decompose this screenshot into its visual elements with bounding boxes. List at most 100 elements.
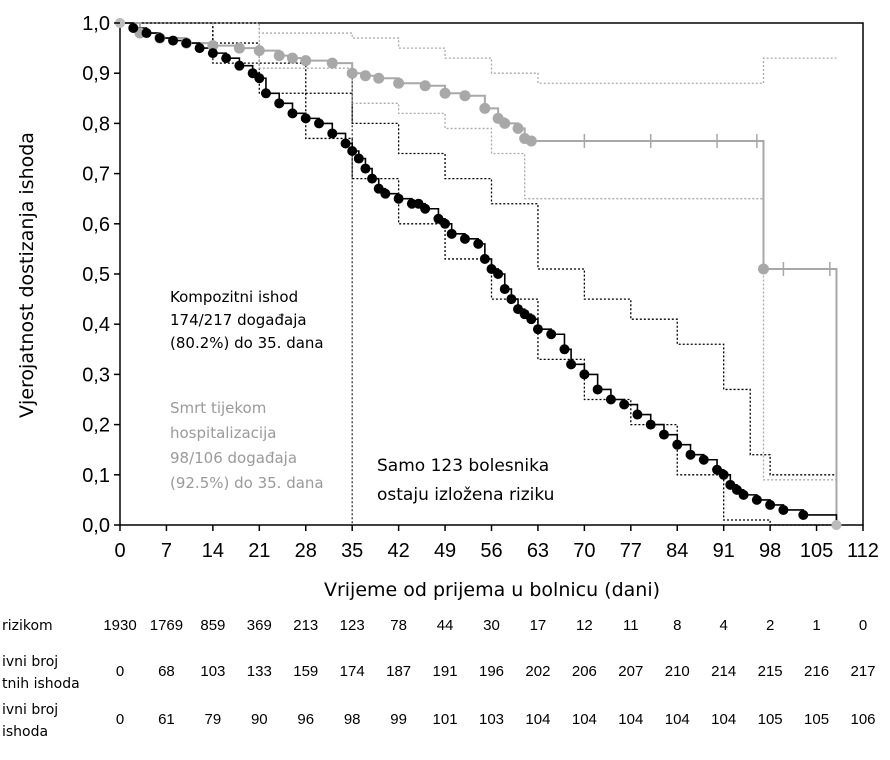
composite-event-point — [765, 499, 776, 510]
table-cell: 196 — [479, 663, 504, 680]
composite-event-point — [738, 489, 749, 500]
death-event-point — [346, 67, 358, 79]
death-event-point — [300, 55, 312, 67]
table-cell: 4 — [720, 617, 728, 634]
table-cell: 30 — [483, 617, 500, 634]
composite-event-point — [300, 113, 311, 124]
composite-event-point — [658, 429, 669, 440]
death-event-point — [439, 87, 451, 99]
composite-event-point — [221, 53, 232, 64]
table-cell: 101 — [433, 711, 458, 728]
composite-event-point — [154, 33, 165, 44]
table-cell: 214 — [711, 663, 736, 680]
y-tick-label: 0,0 — [82, 515, 110, 537]
composite-event-point — [274, 98, 285, 109]
y-axis-label: Vjerojatnost dostizanja ishoda — [16, 132, 38, 418]
x-axis-ticks: 0 7 14 21 28 35 42 49 56 63 70 77 84 91 98 105 112 — [114, 525, 879, 562]
composite-event-point — [420, 203, 431, 214]
death-event-point — [525, 135, 537, 147]
table-cell: 104 — [525, 711, 550, 728]
risk-annotation: Samo 123 bolesnika ostaju izložena rizik… — [377, 456, 554, 505]
table-cell: 96 — [297, 711, 314, 728]
x-axis-label: Vrijeme od prijema u bolnicu (dani) — [324, 579, 660, 601]
y-tick-label: 0,3 — [82, 364, 110, 386]
composite-event-point — [459, 233, 470, 244]
table-cell: 61 — [158, 711, 175, 728]
death-annotation: Smrt tijekom hospitalizacija 98/106 doga… — [170, 399, 324, 492]
composite-event-point — [493, 269, 504, 279]
composite-event-point — [254, 73, 265, 84]
composite-event-point — [619, 399, 630, 410]
composite-event-point — [546, 329, 557, 340]
death-event-point — [373, 72, 385, 84]
composite-event-point — [393, 193, 404, 204]
x-tick-label: 35 — [341, 540, 363, 562]
x-tick-label: 7 — [161, 540, 172, 562]
x-tick-label: 0 — [114, 540, 125, 562]
death-line-1: Smrt tijekom — [170, 399, 266, 417]
x-tick-label: 42 — [388, 540, 410, 562]
x-tick-label: 91 — [713, 540, 735, 562]
table-cell: 103 — [200, 663, 225, 680]
table-cell: 105 — [758, 711, 783, 728]
table-cell: 104 — [711, 711, 736, 728]
table-cell: 215 — [758, 663, 783, 680]
y-tick-label: 0,6 — [82, 214, 110, 236]
table-cell: 68 — [158, 663, 175, 680]
composite-event-point — [473, 238, 484, 249]
table-cell: 8 — [673, 617, 681, 634]
x-tick-label: 63 — [527, 540, 549, 562]
y-axis-ticks: 0,0 0,1 0,2 0,3 0,4 0,5 0,6 0,7 0,8 0,9 1,0 — [82, 13, 120, 537]
table-cell: 103 — [479, 711, 504, 728]
table-cell: 1 — [812, 617, 820, 634]
composite-event-point — [314, 118, 325, 129]
death-event-point — [459, 90, 471, 102]
table-cell: 217 — [850, 663, 875, 680]
table-row-label: rizikom — [2, 618, 53, 634]
x-tick-label: 77 — [620, 540, 642, 562]
composite-event-point — [347, 146, 358, 157]
table-cell: 174 — [340, 663, 365, 680]
death-event-point — [273, 50, 285, 62]
table-row-label: ivni broj — [2, 702, 58, 718]
at-risk-table: rizikom 1930 1769 859 369 213 123 78 44 30 17 12 11 8… — [2, 617, 876, 740]
end-point — [831, 520, 842, 530]
event-markers — [115, 18, 842, 530]
table-row-label: ivni broj — [2, 654, 58, 670]
composite-event-point — [499, 284, 510, 295]
death-event-point — [359, 70, 371, 82]
composite-event-point — [234, 60, 245, 71]
x-tick-label: 14 — [202, 540, 224, 562]
table-cell: 202 — [525, 663, 550, 680]
y-tick-label: 0,1 — [82, 465, 110, 487]
risk-line-1: Samo 123 bolesnika — [377, 456, 549, 476]
composite-event-point — [380, 188, 391, 199]
table-cell: 207 — [618, 663, 643, 680]
x-tick-label: 112 — [847, 540, 879, 562]
table-cell: 123 — [340, 617, 365, 634]
y-tick-label: 0,8 — [82, 113, 110, 135]
table-cell: 1930 — [103, 617, 136, 634]
table-cell: 105 — [804, 711, 829, 728]
table-row-label: tnih ishoda — [2, 676, 80, 692]
death-event-point — [419, 80, 431, 92]
x-tick-label: 56 — [480, 540, 502, 562]
composite-event-point — [672, 439, 683, 450]
composite-event-point — [260, 88, 271, 99]
composite-event-point — [685, 449, 696, 460]
y-tick-label: 0,9 — [82, 63, 110, 85]
y-tick-label: 0,5 — [82, 264, 110, 286]
table-cell: 187 — [386, 663, 411, 680]
table-row-label: ishoda — [2, 724, 48, 740]
table-cell: 0 — [859, 617, 867, 634]
y-tick-label: 0,2 — [82, 415, 110, 437]
composite-event-point — [579, 369, 590, 380]
composite-event-point — [446, 228, 457, 239]
death-line-2: hospitalizacija — [170, 424, 276, 442]
table-cell: 78 — [390, 617, 407, 634]
table-cell: 1769 — [150, 617, 183, 634]
table-cell: 2 — [766, 617, 774, 634]
composite-event-point — [479, 253, 490, 264]
composite-annotation: Kompozitni ishod 174/217 događaja (80.2%… — [170, 288, 324, 352]
composite-event-point — [566, 359, 577, 370]
